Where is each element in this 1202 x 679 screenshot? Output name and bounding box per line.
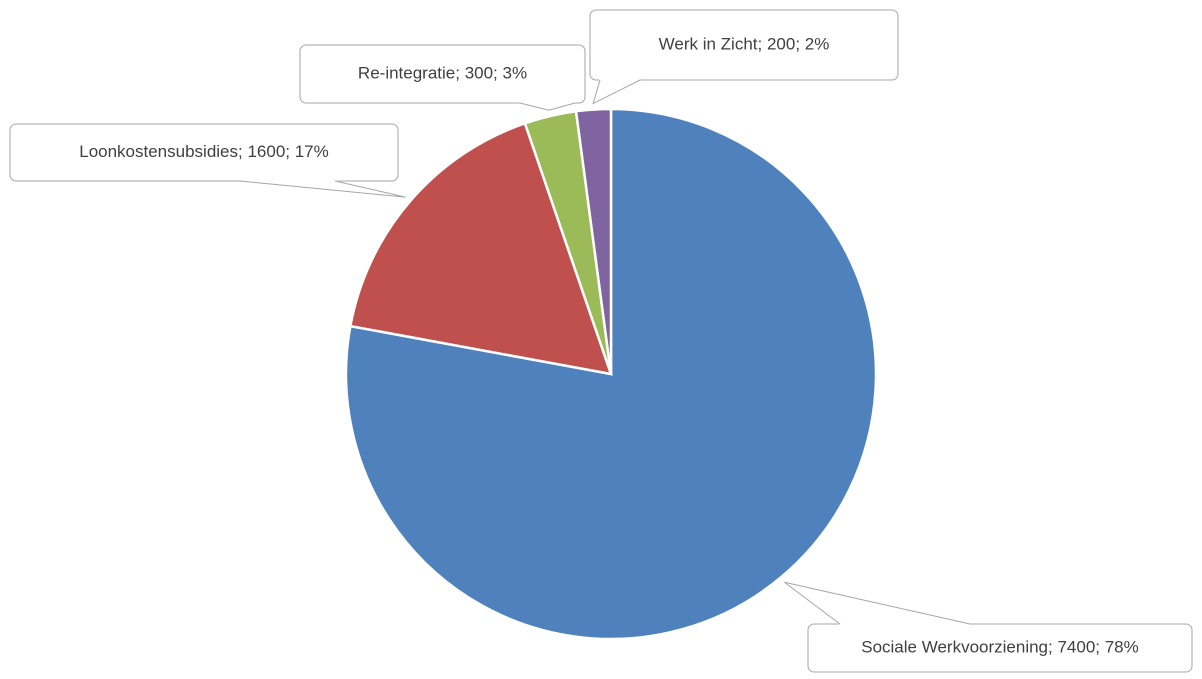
data-label: Re-integratie; 300; 3% xyxy=(358,63,527,82)
label-box xyxy=(9,123,399,182)
label-pointer xyxy=(784,581,971,625)
label-pointer xyxy=(519,102,576,111)
label-box xyxy=(299,44,586,104)
pie-slice xyxy=(574,107,613,375)
data-label: Sociale Werkvoorziening; 7400; 78% xyxy=(861,637,1139,656)
data-label: Werk in Zicht; 200; 2% xyxy=(659,34,830,53)
label-box xyxy=(807,623,1193,673)
data-label: Loonkostensubsidies; 1600; 17% xyxy=(79,142,329,161)
label-pointer-fill xyxy=(519,102,576,112)
label-pointer xyxy=(239,180,406,198)
label-pointer xyxy=(592,79,641,105)
label-box xyxy=(589,9,899,81)
